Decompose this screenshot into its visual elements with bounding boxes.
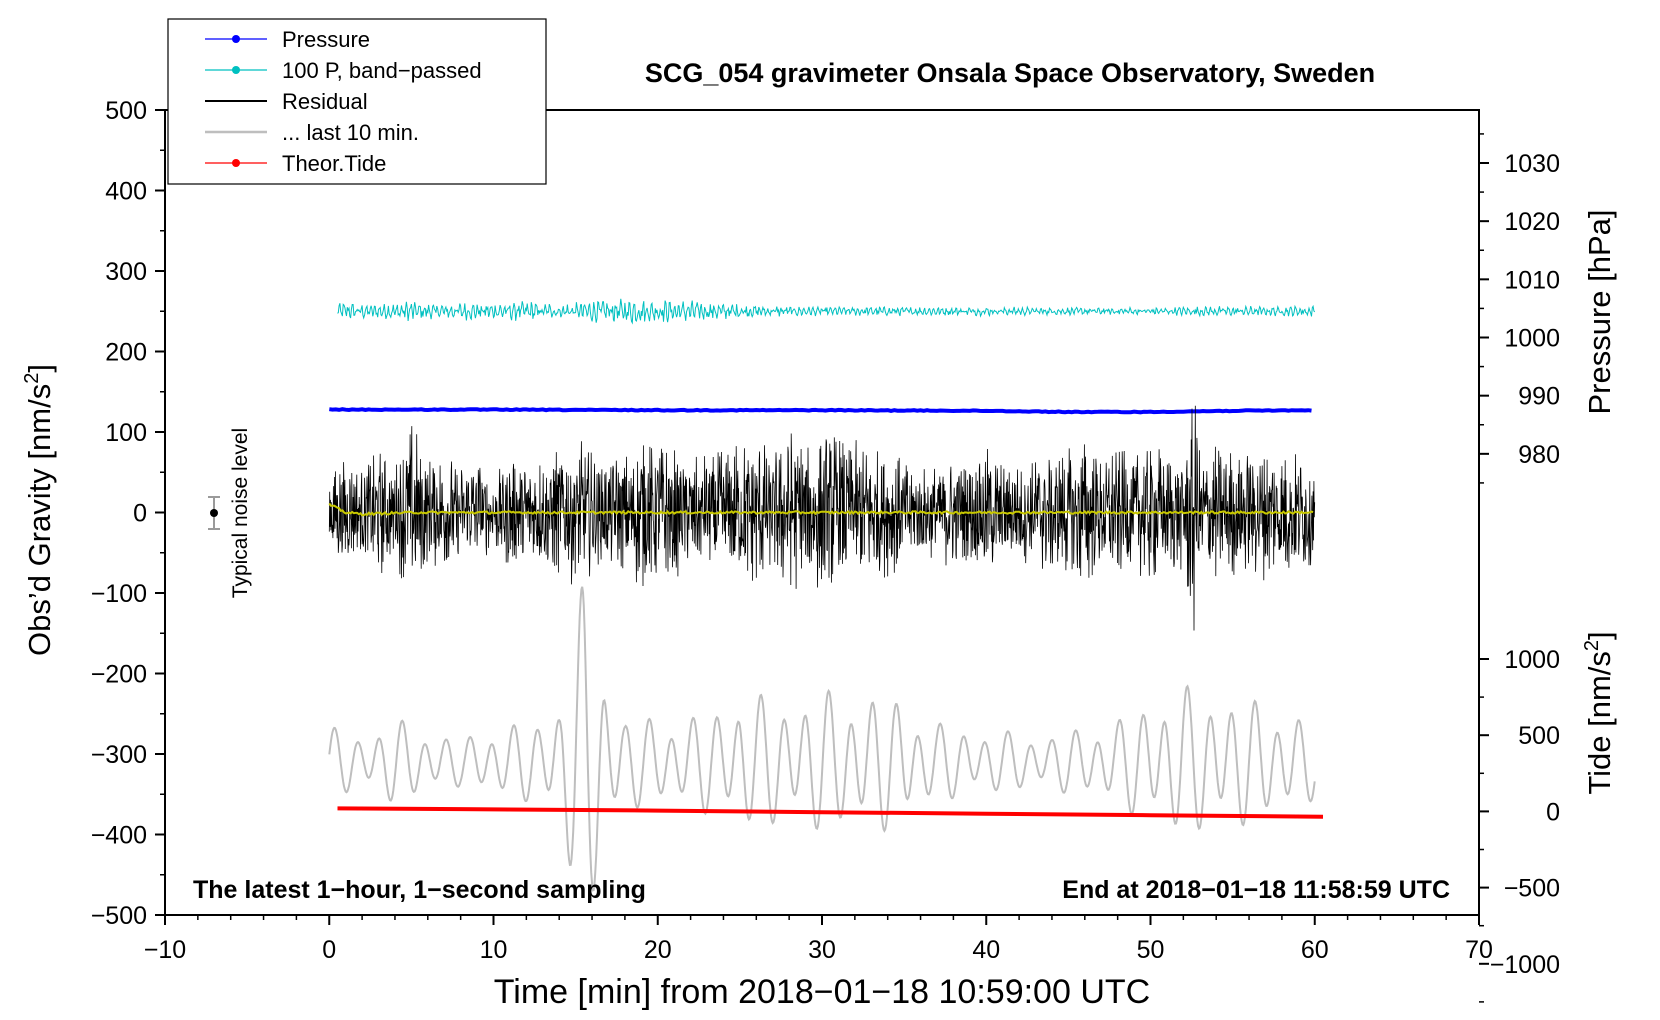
x-tick-label: 50 — [1137, 936, 1165, 964]
tide-axis-label-close: ] — [1582, 631, 1617, 640]
legend-marker-bandpassed — [232, 66, 240, 74]
y-tick-label: 300 — [105, 258, 147, 286]
pressure-line — [329, 407, 1312, 415]
y-tick-label: 500 — [105, 97, 147, 125]
legend-label-residual: Residual — [282, 89, 368, 114]
y-tick-label: 0 — [133, 500, 147, 528]
chart-title: SCG_054 gravimeter Onsala Space Observat… — [645, 58, 1375, 88]
y-tick-label: −100 — [91, 580, 147, 608]
tide-axis-label-main: Tide [nm/s — [1582, 651, 1617, 795]
y-axis-label: Obs’d Gravity [nm/s2] — [21, 364, 57, 656]
x-tick-label: 10 — [480, 936, 508, 964]
x-tick-label: 40 — [972, 936, 1000, 964]
legend-label-tide: Theor.Tide — [282, 151, 386, 176]
x-tick-label: 0 — [322, 936, 336, 964]
y-tick-label: 200 — [105, 339, 147, 367]
x-tick-label: −10 — [144, 936, 186, 964]
y-tick-label: −200 — [91, 661, 147, 689]
x-tick-label: 20 — [644, 936, 672, 964]
y-tick-label: 400 — [105, 178, 147, 206]
bottom-right-note: End at 2018−01−18 11:58:59 UTC — [1062, 876, 1450, 904]
y-tick-label: 100 — [105, 419, 147, 447]
last-10min-line — [328, 586, 1316, 892]
smoothed-residual-line — [328, 502, 1314, 517]
y-tick-label: −300 — [91, 741, 147, 769]
tide-line — [337, 806, 1324, 819]
y-axis-label-close: ] — [22, 364, 57, 373]
pressure-tick-label: 990 — [1518, 383, 1560, 411]
legend-label-bandpassed: 100 P, band−passed — [282, 58, 482, 83]
pressure-tick-label: 980 — [1518, 441, 1560, 469]
y-tick-label: −500 — [91, 902, 147, 930]
legend-label-last10: ... last 10 min. — [282, 120, 419, 145]
bandpassed-pressure-line — [337, 298, 1316, 325]
tide-tick-label: 1000 — [1504, 646, 1560, 674]
bottom-left-note: The latest 1−hour, 1−second sampling — [193, 876, 646, 904]
noise-annotation: Typical noise level — [208, 428, 252, 598]
axis-ticks: −10 0 10 20 30 40 50 60 705004003002001000−100−2… — [91, 97, 1560, 1003]
noise-center-point — [210, 509, 218, 517]
pressure-tick-label: 1020 — [1504, 208, 1560, 236]
tide-tick-label: 0 — [1546, 798, 1560, 826]
pressure-tick-label: 1010 — [1504, 266, 1560, 294]
legend-entries: Pressure 100 P, band−passed Residual ... la… — [205, 27, 482, 176]
pressure-tick-label: 1000 — [1504, 325, 1560, 353]
legend: Pressure 100 P, band−passed Residual ... la… — [167, 18, 547, 185]
y-tick-label: −400 — [91, 822, 147, 850]
tide-axis-label: Tide [nm/s2] — [1581, 631, 1617, 794]
series-layer — [328, 298, 1324, 892]
tide-tick-label: −500 — [1504, 875, 1560, 903]
legend-marker-pressure — [232, 35, 240, 43]
y-axis-label-sup: 2 — [21, 373, 43, 384]
pressure-tick-label: 1030 — [1504, 150, 1560, 178]
x-tick-label: 60 — [1301, 936, 1329, 964]
residual-line — [328, 405, 1316, 631]
y-axis-label-main: Obs’d Gravity [nm/s — [22, 384, 57, 656]
x-axis-label: Time [min] from 2018−01−18 10:59:00 UTC — [494, 973, 1150, 1011]
pressure-axis-label: Pressure [hPa] — [1582, 209, 1617, 414]
legend-marker-tide — [232, 159, 240, 167]
plot-frame — [164, 109, 1480, 916]
legend-label-pressure: Pressure — [282, 27, 370, 52]
noise-label: Typical noise level — [229, 428, 252, 598]
tide-tick-label: −1000 — [1490, 951, 1560, 979]
x-tick-label: 70 — [1465, 936, 1493, 964]
x-tick-label: 30 — [808, 936, 836, 964]
tide-tick-label: 500 — [1518, 722, 1560, 750]
tide-axis-label-sup: 2 — [1581, 640, 1603, 651]
